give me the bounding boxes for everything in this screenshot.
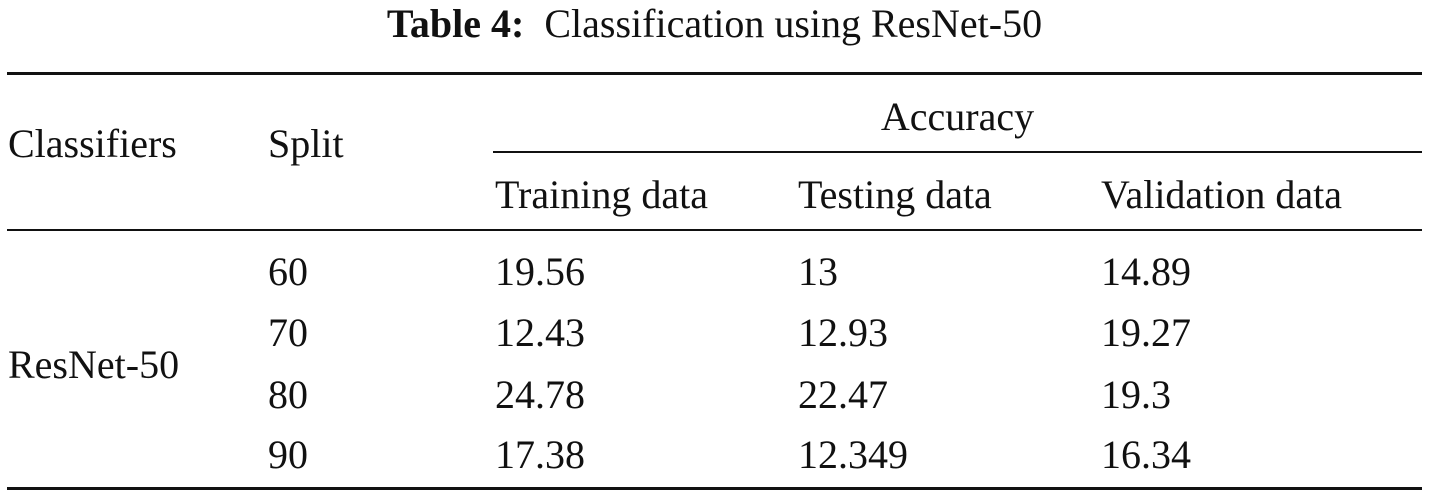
header: Accuracy	[880, 94, 1035, 139]
caption: Table 4: Classification using ResNet-50	[0, 4, 1429, 44]
header: Classifiers	[8, 121, 177, 166]
cell: 13	[798, 249, 838, 294]
top-rule	[7, 72, 1422, 75]
caption-label: Table 4:	[386, 1, 525, 46]
caption-text: Classification using ResNet-50	[544, 1, 1043, 46]
cell: 14.89	[1101, 249, 1191, 294]
header-rule	[7, 229, 1422, 231]
cell: 19.27	[1101, 310, 1191, 355]
cell: 19.56	[495, 249, 585, 294]
cell: 12.349	[798, 432, 908, 477]
bottom-rule	[7, 487, 1422, 490]
classifier: ResNet-50	[8, 342, 180, 387]
cell: 80	[268, 372, 308, 417]
cell: 12.43	[495, 310, 585, 355]
header: Split	[268, 121, 344, 166]
cell: 24.78	[495, 372, 585, 417]
cell: 60	[268, 249, 308, 294]
cell: 22.47	[798, 372, 888, 417]
subheader: Testing data	[798, 172, 992, 217]
subheader: Training data	[495, 172, 708, 217]
cell: 16.34	[1101, 432, 1191, 477]
cell: 19.3	[1101, 372, 1171, 417]
mid-rule	[493, 151, 1422, 153]
cell: 12.93	[798, 310, 888, 355]
subheader: Validation data	[1101, 172, 1343, 217]
cell: 70	[268, 310, 308, 355]
cell: 17.38	[495, 432, 585, 477]
cell: 90	[268, 432, 308, 477]
